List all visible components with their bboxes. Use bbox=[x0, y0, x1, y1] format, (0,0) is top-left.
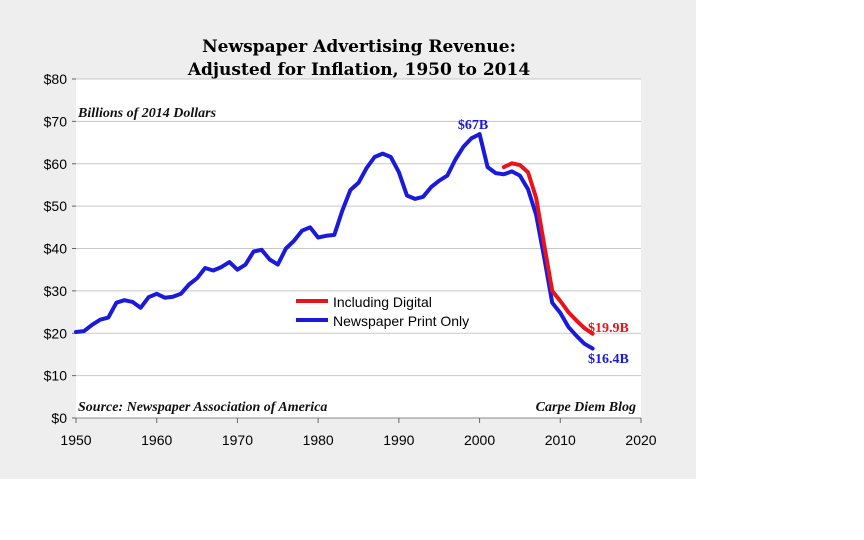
gridlines bbox=[76, 78, 641, 377]
x-tick-label: 2000 bbox=[464, 432, 495, 448]
legend: Including Digital Newspaper Print Only bbox=[296, 294, 469, 329]
series-line-including-digital bbox=[501, 161, 595, 336]
source-note: Source: Newspaper Association of America bbox=[78, 400, 327, 415]
x-tick-label: 2010 bbox=[545, 432, 576, 448]
x-tick-label: 1960 bbox=[141, 432, 172, 448]
legend-label-print-only: Newspaper Print Only bbox=[333, 313, 469, 329]
series-lines bbox=[74, 132, 595, 351]
x-tick-label: 1950 bbox=[60, 432, 91, 448]
credit-note: Carpe Diem Blog bbox=[536, 400, 636, 415]
y-tick-label: $80 bbox=[44, 71, 68, 87]
y-tick-label: $0 bbox=[51, 410, 67, 426]
chart-subtitle: Adjusted for Inflation, 1950 to 2014 bbox=[187, 60, 531, 80]
print-end-label: $16.4B bbox=[588, 352, 629, 367]
y-tick-label: $50 bbox=[44, 198, 68, 214]
x-tick-label: 2020 bbox=[625, 432, 656, 448]
y-axis-label: Billions of 2014 Dollars bbox=[77, 106, 217, 121]
y-tick-label: $10 bbox=[44, 368, 68, 384]
x-tick-label: 1980 bbox=[303, 432, 334, 448]
y-tick-label: $40 bbox=[44, 241, 68, 257]
peak-label: $67B bbox=[458, 118, 488, 133]
y-tick-label: $20 bbox=[44, 325, 68, 341]
x-axis: 1950 1960 1970 1980 1990 2000 2010 2020 bbox=[60, 418, 657, 448]
x-tick-label: 1990 bbox=[383, 432, 414, 448]
chart-panel: Newspaper Advertising Revenue: Adjusted … bbox=[0, 0, 696, 479]
x-tick-label: 1970 bbox=[222, 432, 253, 448]
digital-end-label: $19.9B bbox=[588, 321, 629, 336]
legend-label-including-digital: Including Digital bbox=[333, 294, 432, 310]
y-tick-label: $60 bbox=[44, 156, 68, 172]
y-tick-label: $70 bbox=[44, 113, 68, 129]
chart-title: Newspaper Advertising Revenue: bbox=[202, 37, 516, 57]
series-line-print-only bbox=[74, 132, 595, 351]
line-chart: Newspaper Advertising Revenue: Adjusted … bbox=[44, 37, 657, 448]
y-axis: $0 $10 $20 $30 $40 $50 $60 $70 $80 bbox=[44, 71, 76, 426]
y-tick-label: $30 bbox=[44, 283, 68, 299]
